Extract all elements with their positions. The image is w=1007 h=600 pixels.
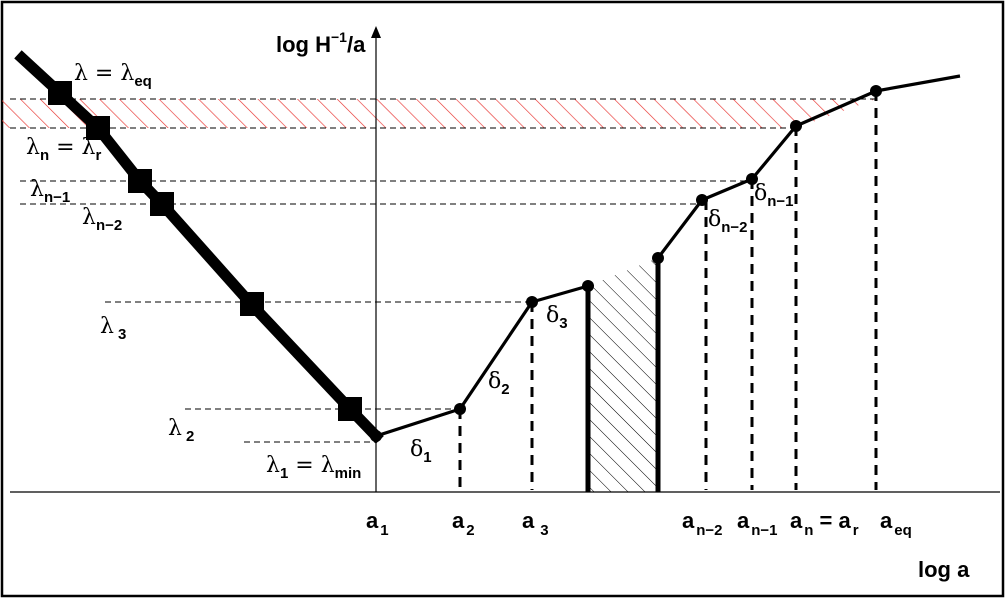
square-marker	[338, 397, 362, 421]
black-hatched-region	[588, 258, 658, 492]
lambda-n-minus-1-label: λn−1	[30, 177, 70, 206]
square-marker	[150, 192, 174, 216]
dot-marker	[696, 194, 708, 206]
a-n-minus-1-label: a n−1	[737, 508, 778, 539]
lambda-1-label: λ1 = λmin	[266, 453, 361, 482]
dot-marker	[790, 120, 802, 132]
y-axis-arrow	[371, 26, 381, 38]
y-axis-title: log H−1/a	[276, 29, 366, 57]
delta-2-label: δ2	[488, 369, 510, 398]
dot-marker	[652, 252, 664, 264]
square-marker	[86, 116, 110, 140]
x-axis-title: log a	[918, 557, 970, 582]
vertical-drop-lines	[458, 91, 878, 490]
delta-1-label: δ1	[410, 437, 432, 466]
delta-n-minus-1-label: δn−1	[754, 181, 794, 210]
dot-marker	[370, 430, 382, 442]
dot-marker	[746, 173, 758, 185]
dot-marker	[454, 403, 466, 415]
rising-branch	[375, 284, 589, 438]
dot-marker	[582, 280, 594, 292]
dot-marker	[870, 85, 882, 97]
square-marker	[128, 169, 152, 193]
lambda-n-label: λn = λr	[26, 135, 102, 164]
square-marker	[48, 81, 72, 105]
a-eq-label: a eq	[880, 508, 912, 539]
square-marker	[240, 292, 264, 316]
lambda-eq-label: λ = λeq	[74, 61, 152, 90]
red-hatched-band	[2, 99, 876, 128]
dot-marker	[526, 296, 538, 308]
rising-branch-upper	[656, 74, 961, 259]
delta-n-minus-2-label: δn−2	[708, 207, 748, 236]
horizontal-guides	[10, 98, 876, 443]
a-n-minus-2-label: a n−2	[682, 508, 723, 539]
square-markers	[48, 81, 362, 421]
dot-markers	[370, 85, 882, 442]
delta-3-label: δ3	[546, 303, 568, 332]
lambda-n-minus-2-label: λn−2	[82, 205, 122, 234]
